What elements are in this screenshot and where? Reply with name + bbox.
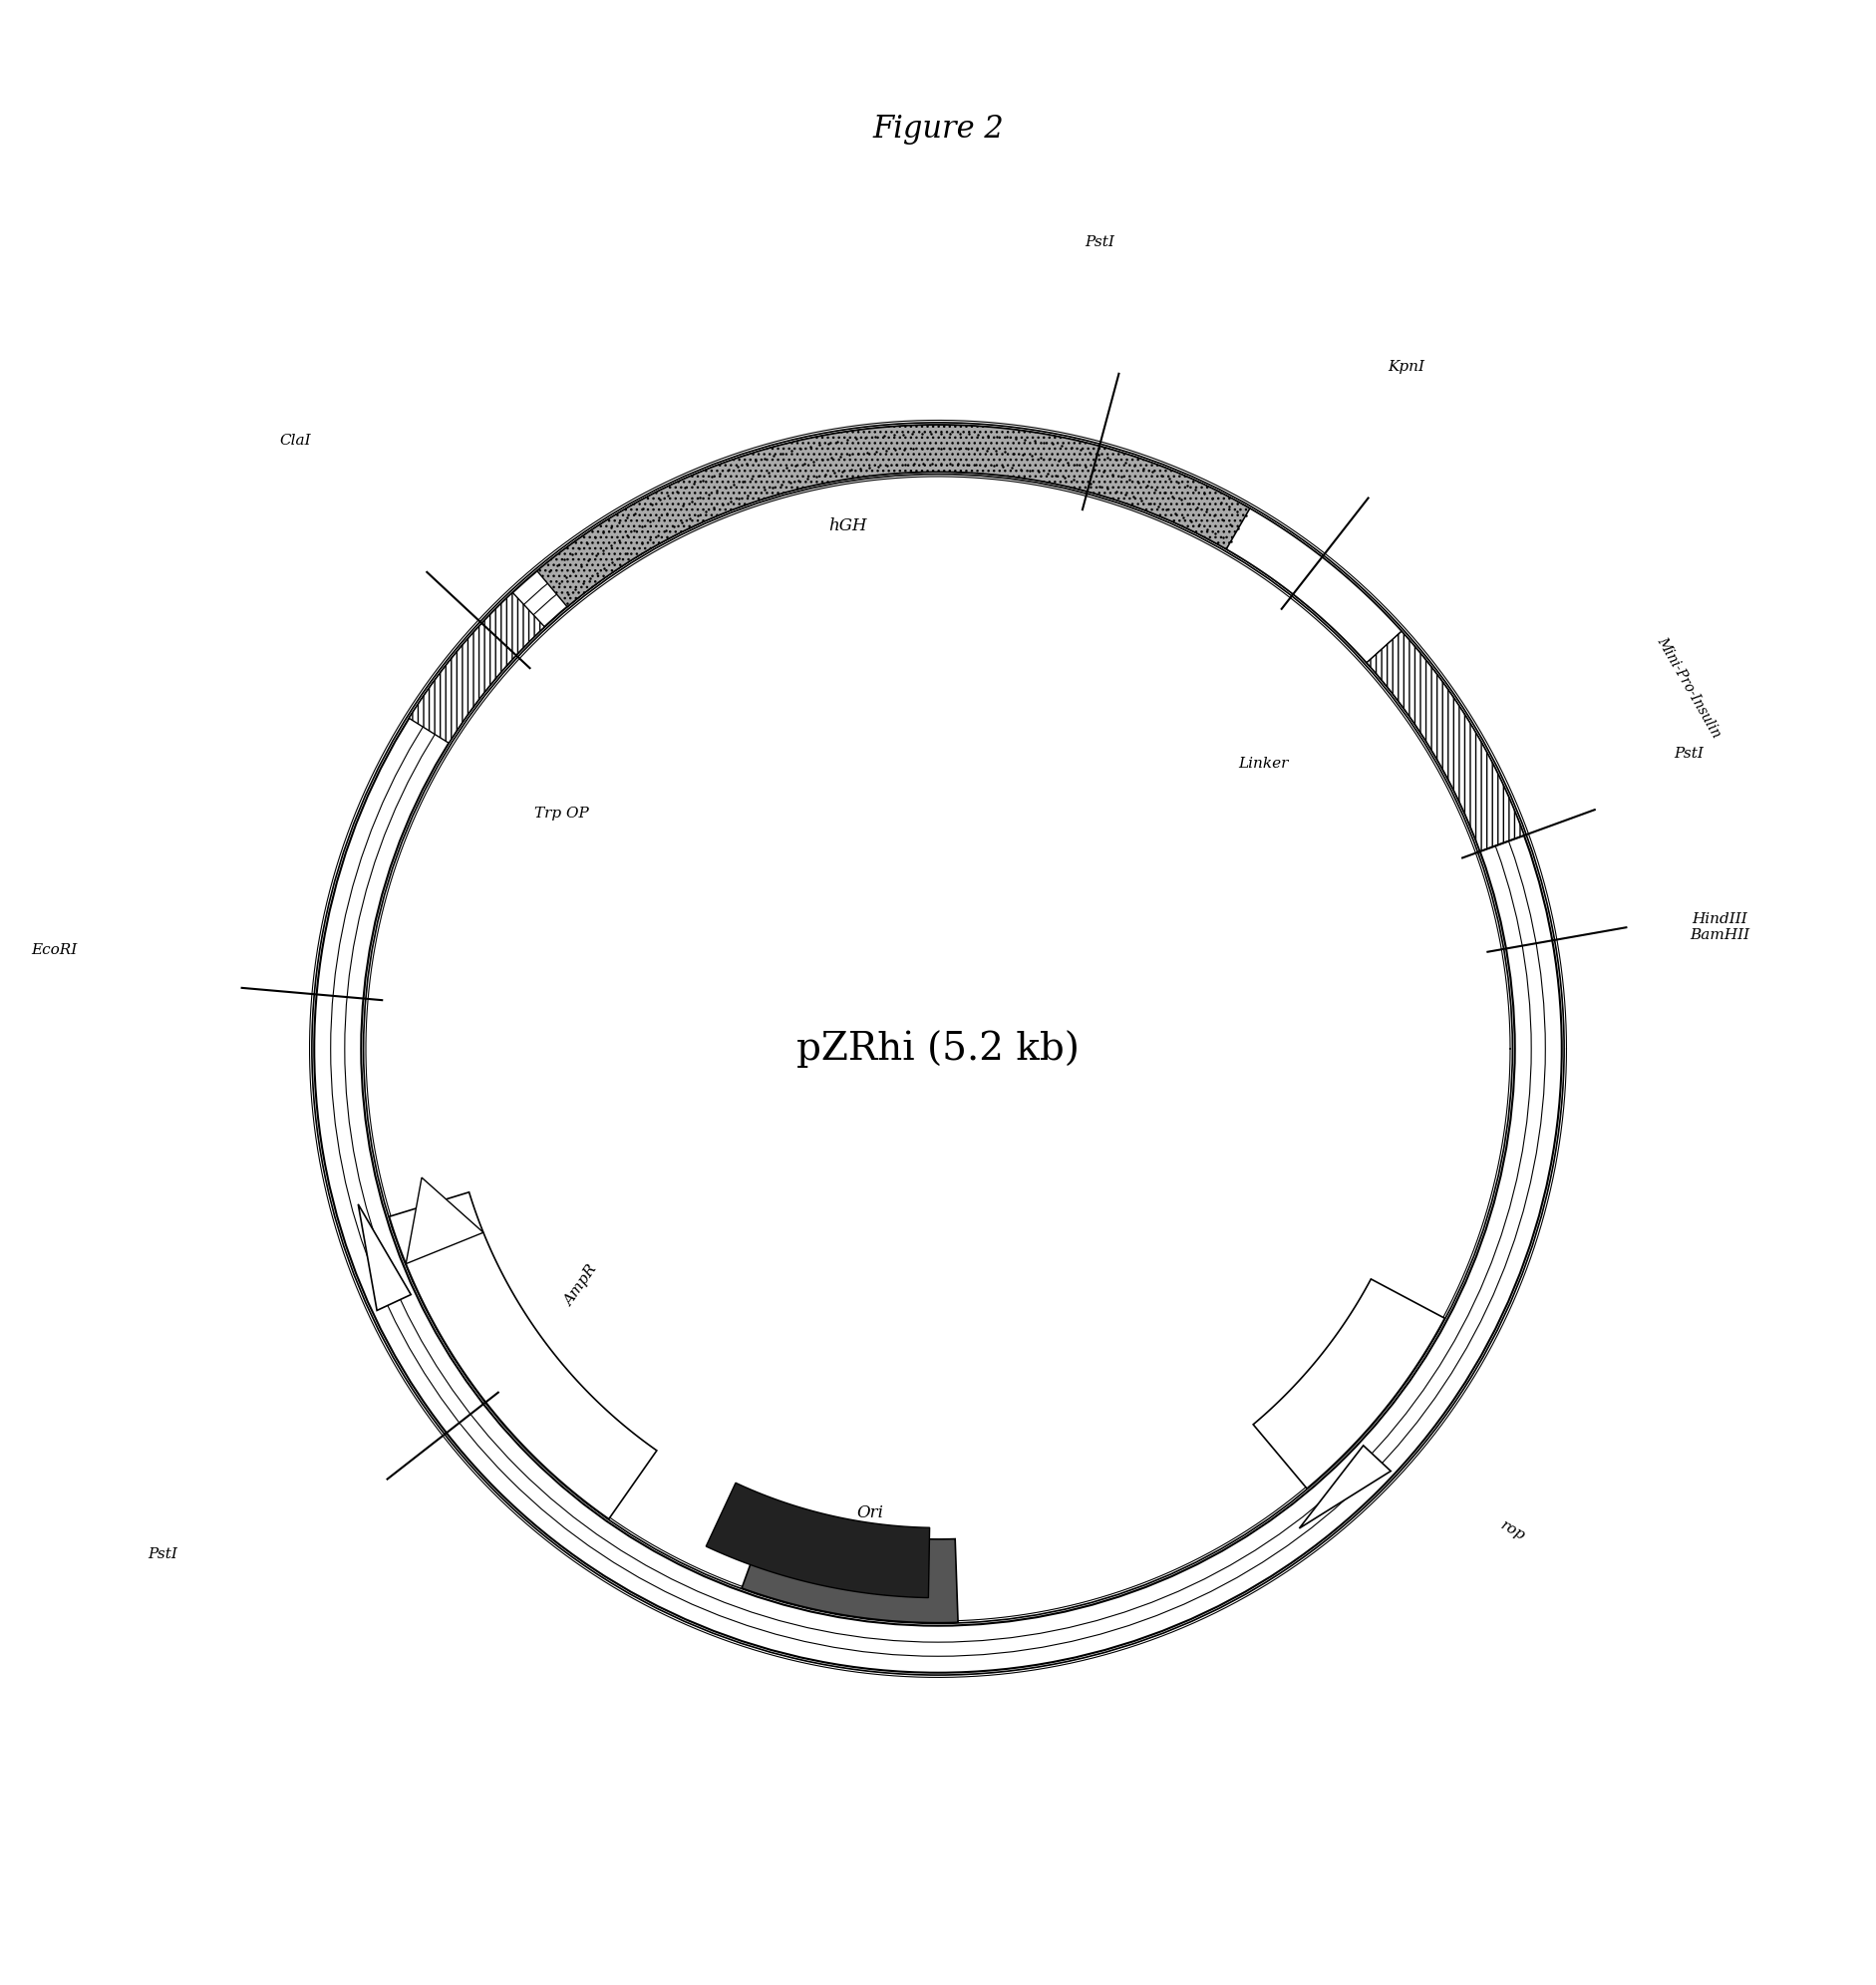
Text: Linker: Linker	[1238, 756, 1289, 770]
Polygon shape	[1300, 1445, 1390, 1528]
Polygon shape	[409, 592, 544, 742]
Polygon shape	[1253, 1278, 1445, 1489]
Text: pZRhi (5.2 kb): pZRhi (5.2 kb)	[797, 1030, 1079, 1068]
Text: AmpR: AmpR	[563, 1262, 600, 1308]
Polygon shape	[705, 1483, 930, 1598]
Polygon shape	[358, 1205, 411, 1310]
Text: KpnI: KpnI	[1388, 359, 1424, 373]
Text: PstI: PstI	[148, 1546, 176, 1560]
Text: Ori: Ori	[857, 1505, 884, 1521]
Text: rop: rop	[1499, 1519, 1527, 1544]
Polygon shape	[1227, 508, 1401, 663]
Text: PstI: PstI	[1673, 746, 1703, 760]
Polygon shape	[388, 1193, 657, 1519]
Text: PstI: PstI	[1084, 236, 1114, 250]
Polygon shape	[537, 425, 1249, 607]
Text: EcoRI: EcoRI	[32, 943, 77, 957]
Text: Trp OP: Trp OP	[535, 806, 589, 820]
Polygon shape	[741, 1511, 959, 1624]
Text: ClaI: ClaI	[280, 435, 311, 449]
Text: Mini-Pro-Insulin: Mini-Pro-Insulin	[1655, 635, 1724, 740]
Circle shape	[310, 421, 1566, 1677]
Text: Figure 2: Figure 2	[872, 113, 1004, 145]
Text: HindIII
BamHII: HindIII BamHII	[1690, 913, 1750, 943]
Polygon shape	[405, 1177, 484, 1264]
Text: hGH: hGH	[829, 518, 867, 534]
Polygon shape	[1368, 631, 1523, 852]
